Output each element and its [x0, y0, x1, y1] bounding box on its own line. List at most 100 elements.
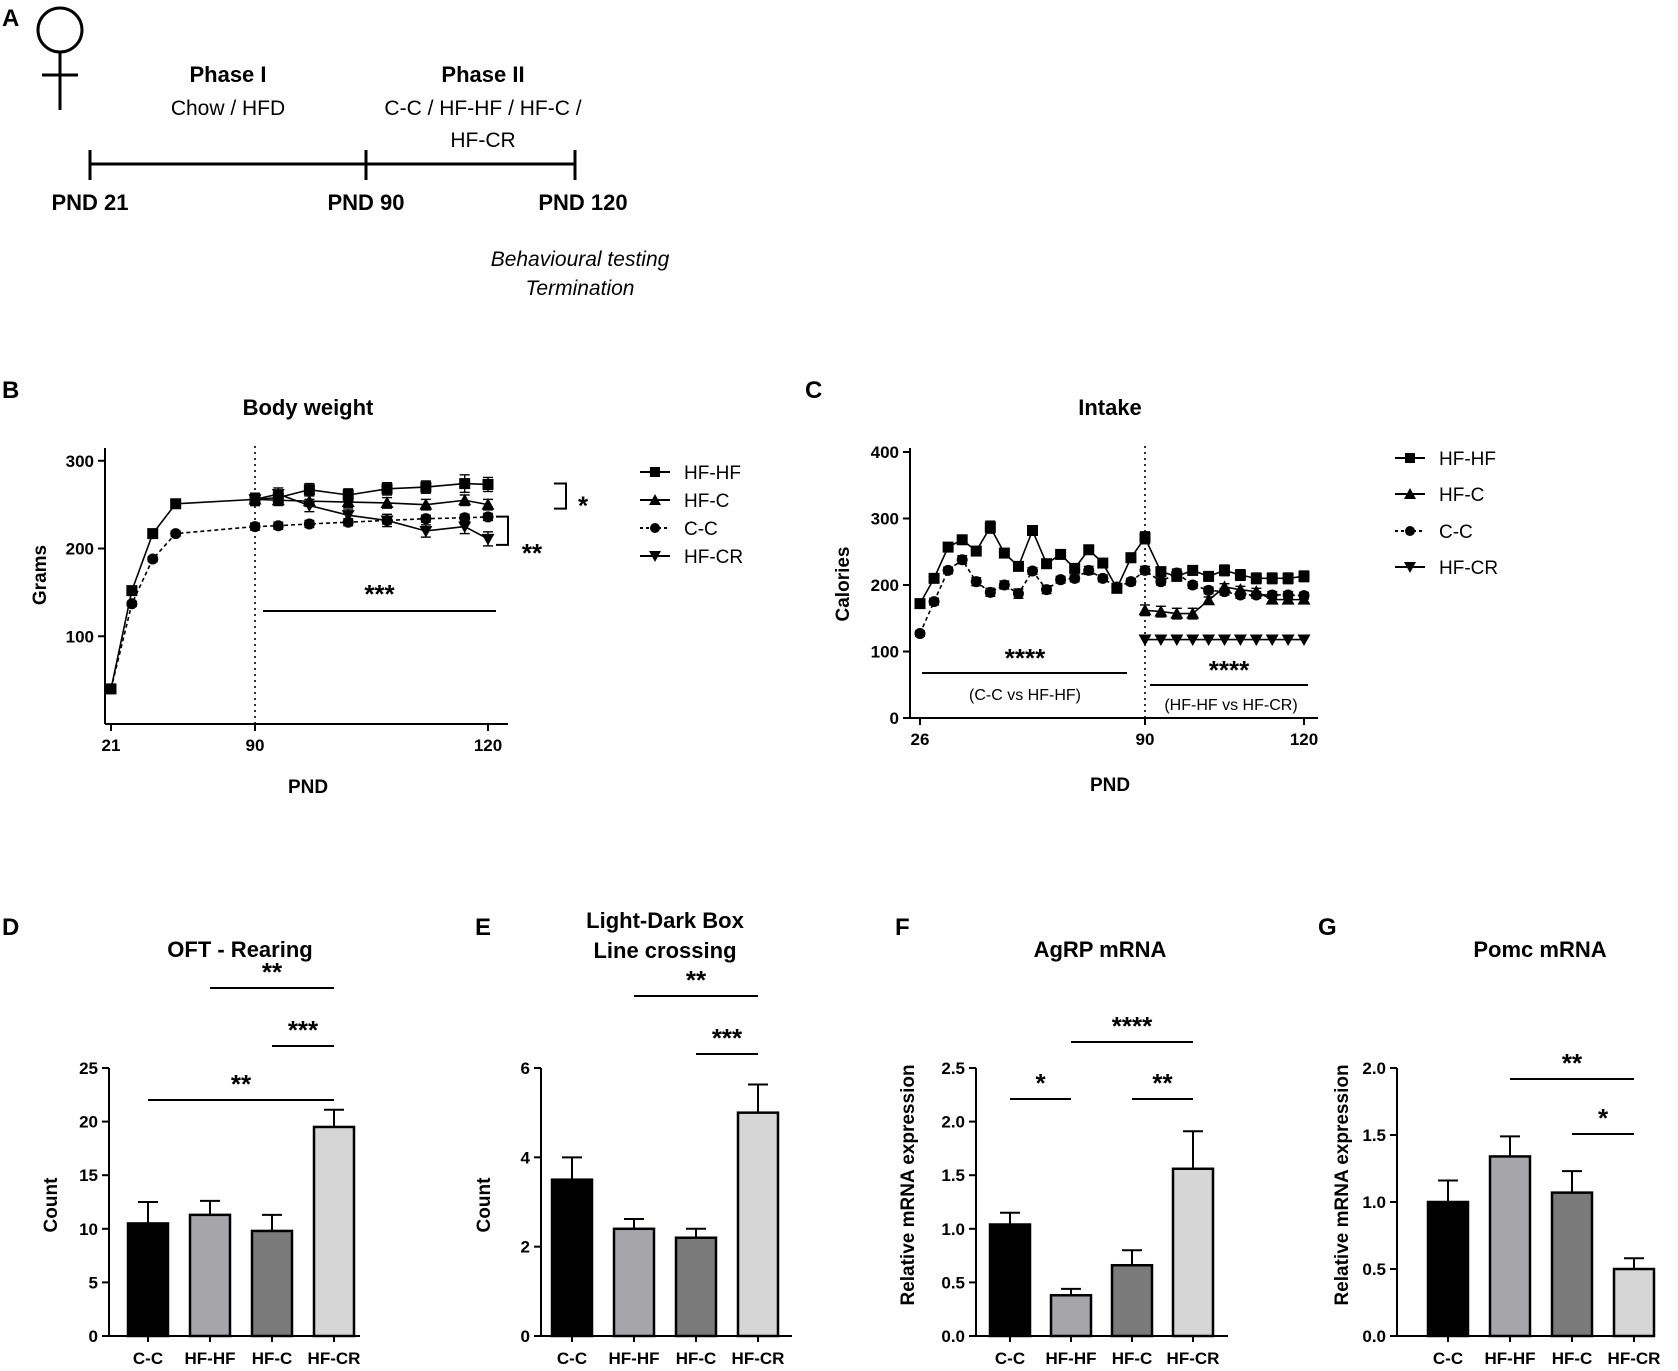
y-tick-label: 0	[890, 709, 899, 728]
data-point	[1234, 589, 1246, 601]
data-point	[1138, 634, 1152, 647]
y-tick-label: 25	[79, 1059, 98, 1078]
significance-marker: **	[231, 1069, 252, 1099]
y-axis-label: Relative mRNA expression	[898, 1064, 919, 1305]
y-tick-label: 15	[79, 1166, 98, 1185]
square-marker-icon	[650, 467, 660, 477]
plot-area: 0 2 4 6 C-C HF-HF HF-C HF-CR *****	[521, 965, 792, 1368]
data-point	[1219, 586, 1230, 598]
significance-marker: **	[522, 538, 543, 568]
phase2-groups-line1: C-C / HF-HF / HF-C /	[384, 97, 581, 120]
x-tick-label: 120	[1290, 730, 1318, 749]
data-point	[1250, 589, 1262, 601]
data-point	[482, 478, 494, 490]
legend-item-c-c: C-C	[1395, 522, 1473, 543]
data-point	[928, 572, 940, 584]
panel-label: D	[2, 914, 19, 941]
significance-marker: ****	[1005, 643, 1046, 673]
data-point	[380, 515, 394, 527]
bar	[126, 1222, 170, 1338]
timepoint-label: PND 120	[538, 190, 627, 215]
data-point	[942, 541, 954, 553]
data-point	[1282, 572, 1294, 584]
y-axis-label: Calories	[833, 547, 854, 622]
timepoint-label: PND 90	[327, 190, 404, 215]
data-point	[1171, 567, 1183, 579]
data-point	[420, 513, 432, 525]
y-axis-label: Count	[41, 1177, 62, 1233]
data-point	[419, 525, 433, 538]
data-point	[1055, 548, 1067, 560]
x-tick-label: C-C	[557, 1349, 587, 1368]
chart-subtitle: Line crossing	[593, 938, 736, 963]
y-tick-label: 1.5	[1362, 1126, 1386, 1145]
legend: HF-HF HF-C C-C HF-CR	[640, 463, 743, 568]
legend-label: HF-C	[684, 491, 729, 512]
y-axis-label: Grams	[30, 545, 51, 605]
x-tick-label: 90	[1136, 730, 1155, 749]
x-tick-label: HF-CR	[1608, 1349, 1661, 1368]
x-tick-label: 90	[246, 736, 265, 755]
data-point	[1219, 564, 1230, 576]
significance-marker: ***	[364, 579, 395, 609]
significance-bracket	[554, 482, 567, 510]
panel-label: G	[1318, 914, 1337, 941]
timeline	[88, 150, 577, 180]
x-tick-label: HF-HF	[185, 1349, 236, 1368]
data-point	[1155, 576, 1167, 588]
plot-area: 0 100 200 300 400 26 90 120 **** (C-C vs HF-HF) **…	[871, 443, 1319, 749]
bar	[988, 1223, 1032, 1338]
legend-item-hf-hf: HF-HF	[640, 463, 741, 484]
y-tick-label: 0.5	[941, 1273, 965, 1292]
bar	[736, 1111, 780, 1338]
chart-title: Intake	[1078, 395, 1142, 420]
data-point	[1041, 558, 1053, 570]
data-point	[1298, 570, 1310, 582]
y-tick-label: 2.0	[1362, 1059, 1386, 1078]
triangle-down-marker-icon	[1404, 562, 1416, 573]
chart-title: Body weight	[243, 395, 374, 420]
x-tick-label: C-C	[1433, 1349, 1463, 1368]
significance-marker: **	[262, 957, 283, 987]
panel-e: E Light-Dark Box Line crossing Count 0 2 4…	[474, 908, 792, 1368]
bar	[1110, 1263, 1154, 1338]
data-point	[1111, 581, 1123, 593]
data-point	[1218, 634, 1231, 647]
data-point	[271, 489, 285, 501]
series-line	[110, 516, 489, 690]
y-tick-label: 0.5	[1362, 1260, 1386, 1279]
data-point	[970, 545, 982, 557]
data-point	[1187, 579, 1199, 591]
data-point	[1297, 634, 1311, 647]
y-tick-label: 5	[89, 1273, 98, 1292]
bar	[250, 1229, 294, 1338]
data-point	[1069, 572, 1081, 584]
data-point	[956, 534, 968, 546]
data-point	[303, 484, 315, 496]
data-point	[1097, 572, 1109, 584]
data-point	[248, 494, 262, 506]
significance-note: (C-C vs HF-HF)	[969, 687, 1081, 704]
significance-bracket	[496, 515, 509, 546]
data-point	[1027, 524, 1038, 536]
x-axis-label: PND	[288, 777, 328, 798]
data-point	[272, 520, 284, 532]
data-point	[998, 547, 1010, 559]
x-tick-label: HF-HF	[1046, 1349, 1097, 1368]
x-tick-label: HF-CR	[1167, 1349, 1220, 1368]
data-point	[303, 518, 315, 530]
y-tick-label: 2	[521, 1238, 530, 1257]
data-point	[126, 598, 138, 610]
significance-marker: **	[1152, 1068, 1173, 1098]
panel-a: A Phase I Chow / HFD Phase II C-C / HF-H…	[2, 5, 670, 300]
panel-d: D OFT - Rearing Count 0 5 10 15 20 25 C-C HF-HF…	[2, 914, 360, 1368]
data-point	[1125, 552, 1137, 564]
panel-g: G Pomc mRNA Relative mRNA expression 0.0…	[1318, 914, 1660, 1368]
x-tick-label: HF-C	[1112, 1349, 1153, 1368]
data-point	[1298, 590, 1310, 602]
phase2-title: Phase II	[441, 62, 524, 87]
data-point	[1266, 572, 1278, 584]
data-point	[1041, 584, 1053, 596]
bar	[612, 1227, 656, 1338]
